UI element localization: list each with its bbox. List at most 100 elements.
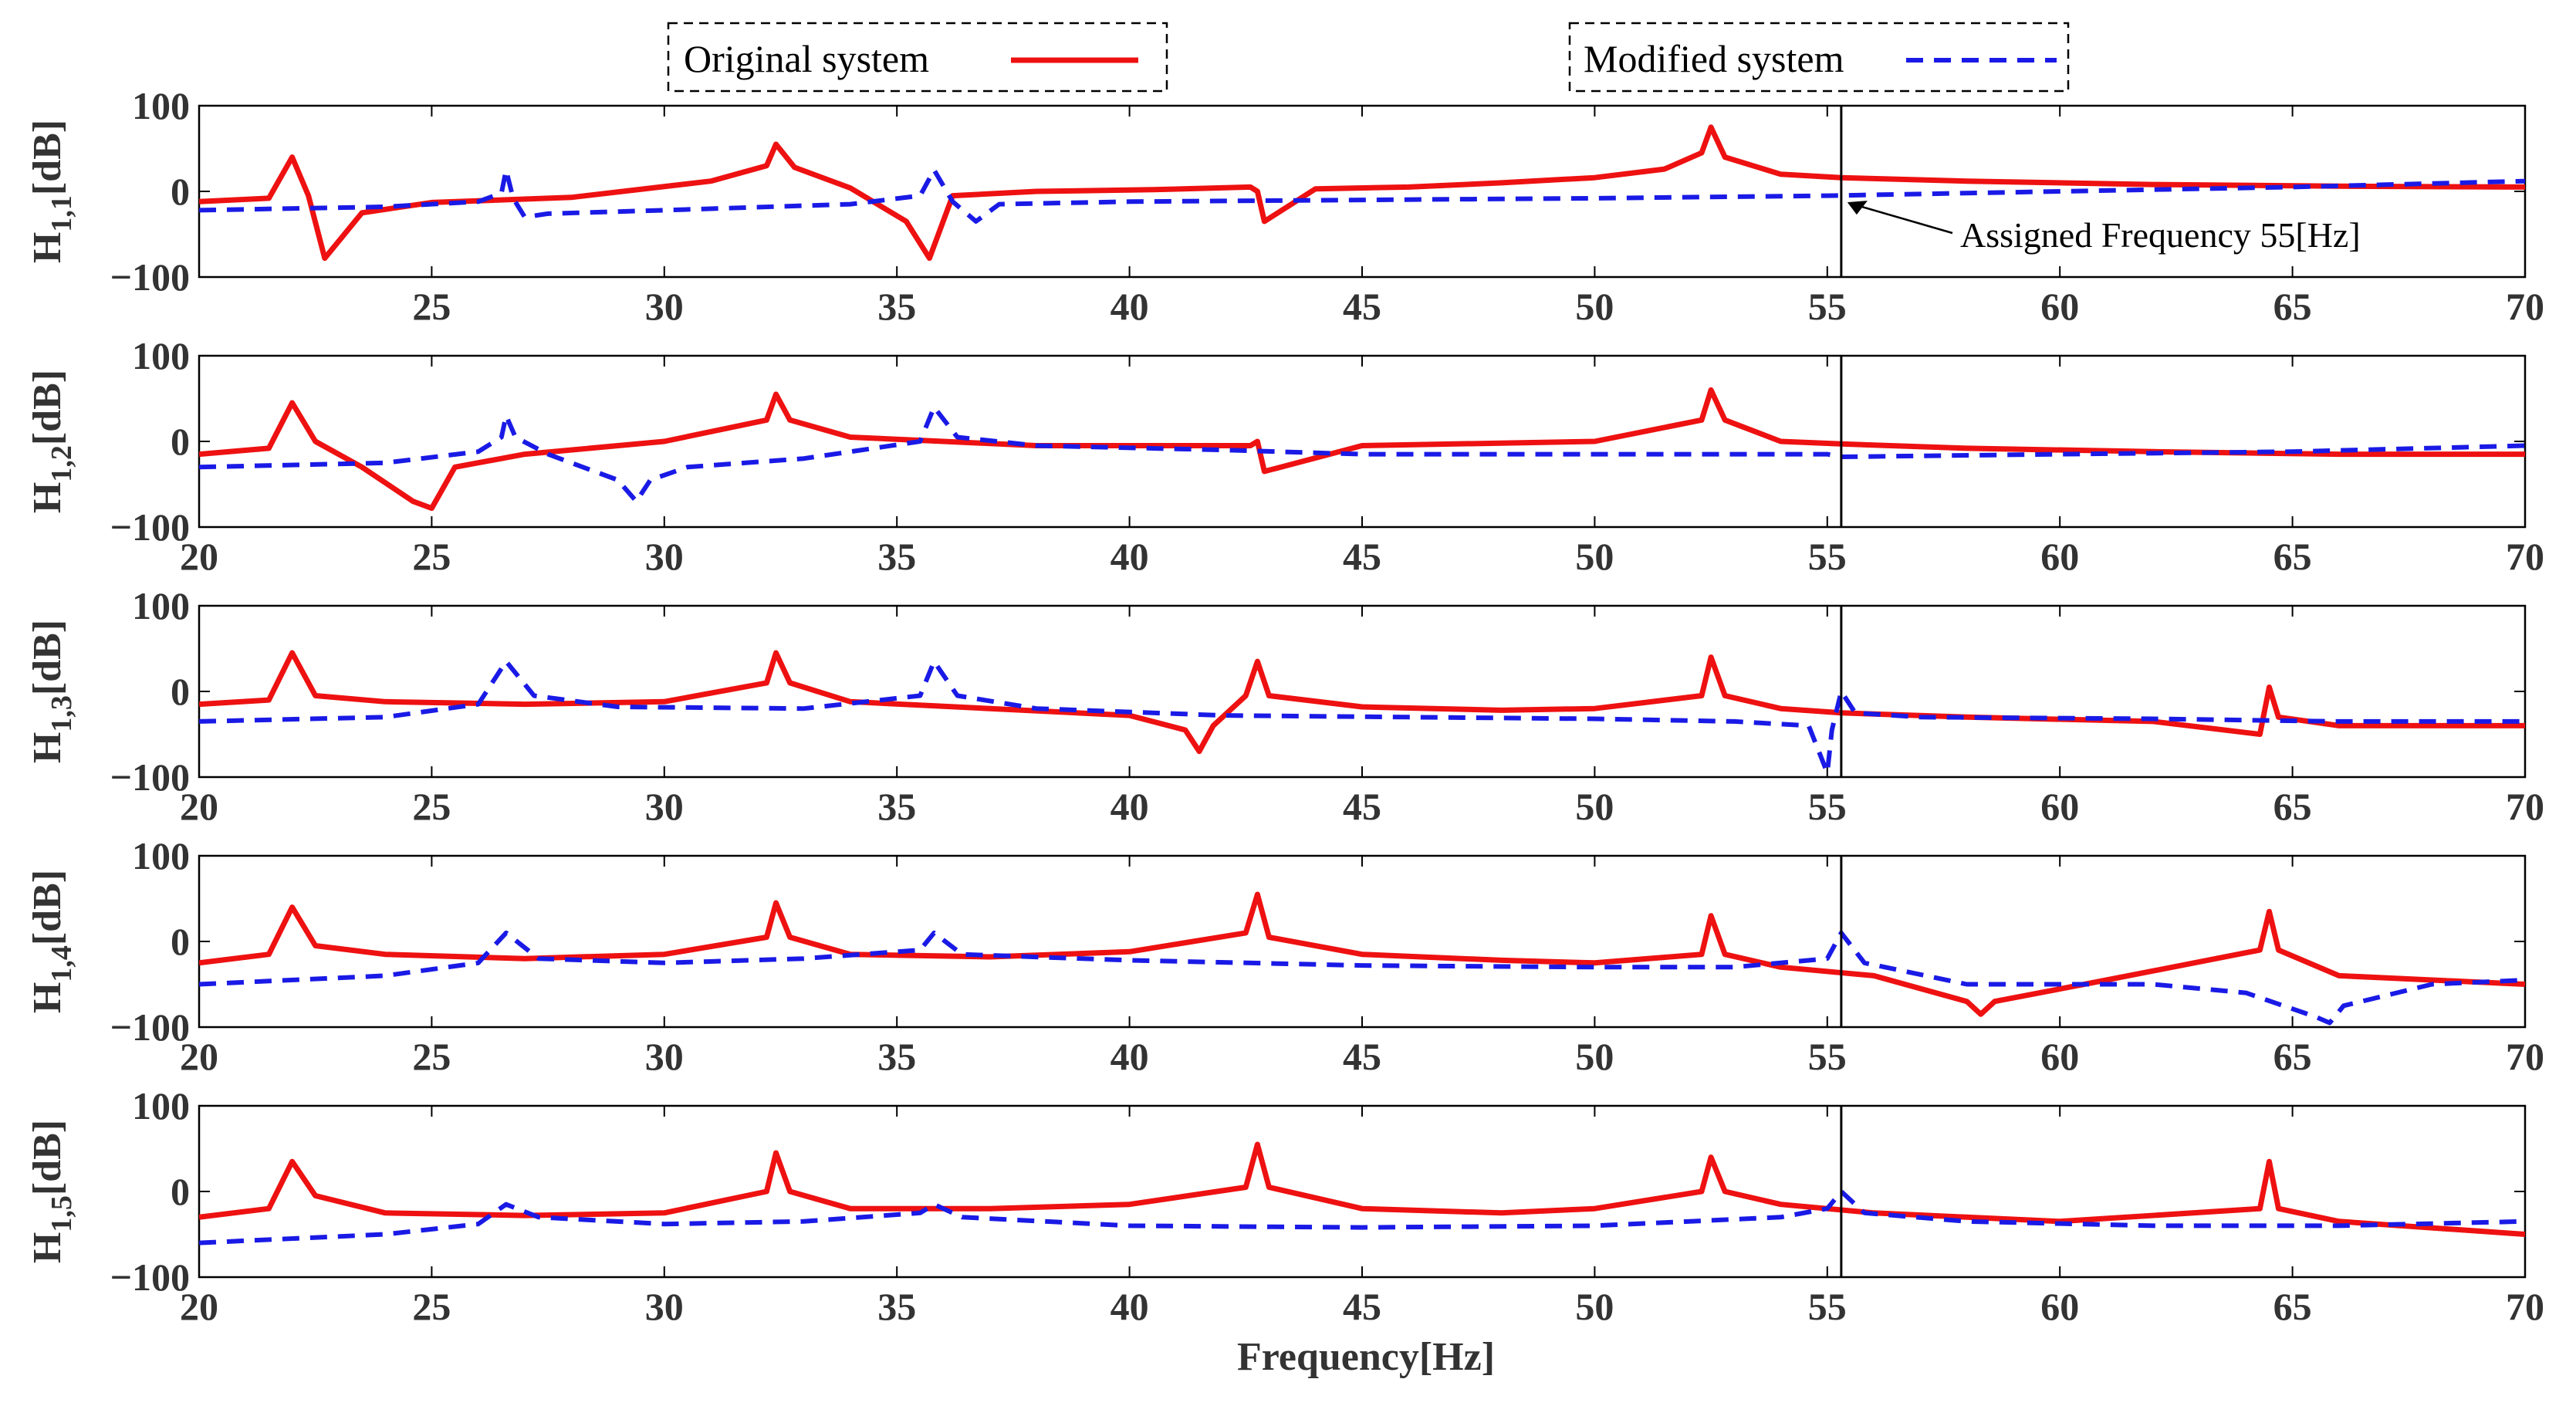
x-tick-label: 70: [2506, 535, 2544, 578]
series-modified-line: [199, 930, 2525, 1026]
y-axis-label-sub: 1,5: [46, 1195, 78, 1232]
y-tick-label: 100: [132, 584, 190, 627]
x-tick-label: 50: [1575, 1285, 1614, 1328]
y-axis-label: H1,3[dB]: [25, 620, 78, 763]
annotation-arrowhead: [1847, 201, 1868, 215]
x-tick-label: 25: [412, 285, 451, 328]
x-tick-label: 70: [2506, 1285, 2544, 1328]
y-tick-label: 0: [171, 1170, 190, 1213]
series-original-line: [199, 891, 2525, 1017]
y-axis-label-main: H: [25, 732, 69, 763]
x-tick-label: 25: [412, 1035, 451, 1078]
y-axis-label: H1,2[dB]: [25, 370, 78, 513]
x-tick-label: 60: [2040, 535, 2079, 578]
x-tick-label: 45: [1343, 785, 1381, 828]
x-tick-label: 60: [2040, 285, 2079, 328]
x-tick-label: 60: [2040, 1035, 2079, 1078]
x-tick-label: 35: [877, 1035, 916, 1078]
series-original-line: [199, 650, 2525, 755]
x-tick-label: 25: [412, 785, 451, 828]
x-tick-label: 55: [1808, 285, 1847, 328]
y-axis-label-sub: 1,1: [46, 195, 78, 232]
x-tick-label: 40: [1111, 285, 1149, 328]
x-tick-label: 65: [2273, 1285, 2312, 1328]
x-tick-label: 45: [1343, 1285, 1381, 1328]
y-tick-label: 100: [132, 1084, 190, 1127]
y-axis-label-sub: 1,3: [46, 695, 78, 732]
x-tick-label: 70: [2506, 285, 2544, 328]
panel-2-series: [199, 387, 2525, 512]
panel-1: 100 0 −100 25 30 35 40 45 50 55 60 65 70 H1,1[dB] Assi…: [25, 84, 2544, 328]
panel-2-frame: [198, 354, 2527, 529]
legend-box-modified: [1568, 22, 2070, 93]
x-tick-label: 40: [1111, 1285, 1149, 1328]
x-tick-label: 50: [1575, 285, 1614, 328]
x-tick-label: 20: [180, 785, 218, 828]
y-tick-label: 0: [171, 920, 190, 963]
x-tick-label: 55: [1808, 535, 1847, 578]
series-original-line: [199, 387, 2525, 512]
y-axis-label-unit: [dB]: [25, 120, 69, 195]
y-axis-label-unit: [dB]: [25, 1120, 69, 1195]
series-original-line: [199, 1141, 2525, 1237]
x-tick-label: 45: [1343, 1035, 1381, 1078]
y-axis-label: H1,4[dB]: [25, 870, 78, 1013]
x-tick-label: 25: [412, 535, 451, 578]
y-axis-label-main: H: [25, 482, 69, 513]
series-modified-line: [199, 404, 2525, 504]
y-tick-label: 100: [132, 834, 190, 877]
panel-5-series: [199, 1141, 2525, 1245]
y-axis-label: H1,5[dB]: [25, 1120, 78, 1263]
series-modified-line: [199, 167, 2525, 224]
x-tick-label: 70: [2506, 785, 2544, 828]
x-tick-label: 35: [877, 285, 916, 328]
y-tick-label: 0: [171, 420, 190, 463]
panel-5-frame: [198, 1104, 2527, 1279]
x-tick-label: 25: [412, 1285, 451, 1328]
x-tick-label: 65: [2273, 535, 2312, 578]
x-tick-label: 30: [645, 535, 684, 578]
y-axis-label-unit: [dB]: [25, 370, 69, 445]
legend-box-original: [667, 22, 1168, 93]
y-tick-label: 0: [171, 170, 190, 213]
x-axis-label: Frequency[Hz]: [1237, 1335, 1495, 1379]
x-tick-label: 60: [2040, 1285, 2079, 1328]
y-axis-label-sub: 1,2: [46, 445, 78, 482]
panel-3-frame: [198, 604, 2527, 779]
x-tick-label: 40: [1111, 1035, 1149, 1078]
y-tick-label: 100: [132, 334, 190, 377]
assigned-frequency-annotation: Assigned Frequency 55[Hz]: [1960, 215, 2361, 255]
x-tick-label: 35: [877, 535, 916, 578]
y-tick-label: −100: [110, 505, 191, 549]
x-tick-label: 70: [2506, 1035, 2544, 1078]
x-tick-label: 30: [645, 285, 684, 328]
x-tick-label: 65: [2273, 785, 2312, 828]
y-tick-label: 0: [171, 670, 190, 713]
panel-4-frame: [198, 854, 2527, 1029]
legend-label-modified: Modified system: [1584, 37, 1844, 80]
y-axis-label-sub: 1,4: [46, 945, 78, 982]
x-tick-label: 50: [1575, 535, 1614, 578]
x-tick-label: 35: [877, 785, 916, 828]
series-modified-line: [199, 659, 2525, 776]
x-tick-label: 50: [1575, 785, 1614, 828]
x-tick-label: 40: [1111, 535, 1149, 578]
y-axis-label-unit: [dB]: [25, 870, 69, 945]
x-tick-label: 30: [645, 1035, 684, 1078]
x-tick-label: 30: [645, 1285, 684, 1328]
x-tick-label: 65: [2273, 1035, 2312, 1078]
x-tick-label: 20: [180, 1035, 218, 1078]
annotation-arrow-line: [1848, 201, 1953, 235]
legend-label-original: Original system: [684, 37, 929, 80]
x-tick-label: 20: [180, 535, 218, 578]
x-tick-label: 65: [2273, 285, 2312, 328]
y-tick-label: −100: [110, 1256, 191, 1299]
x-tick-label: 55: [1808, 785, 1847, 828]
x-tick-label: 20: [180, 1285, 218, 1328]
y-tick-label: −100: [110, 1005, 191, 1049]
y-tick-label: −100: [110, 755, 191, 799]
